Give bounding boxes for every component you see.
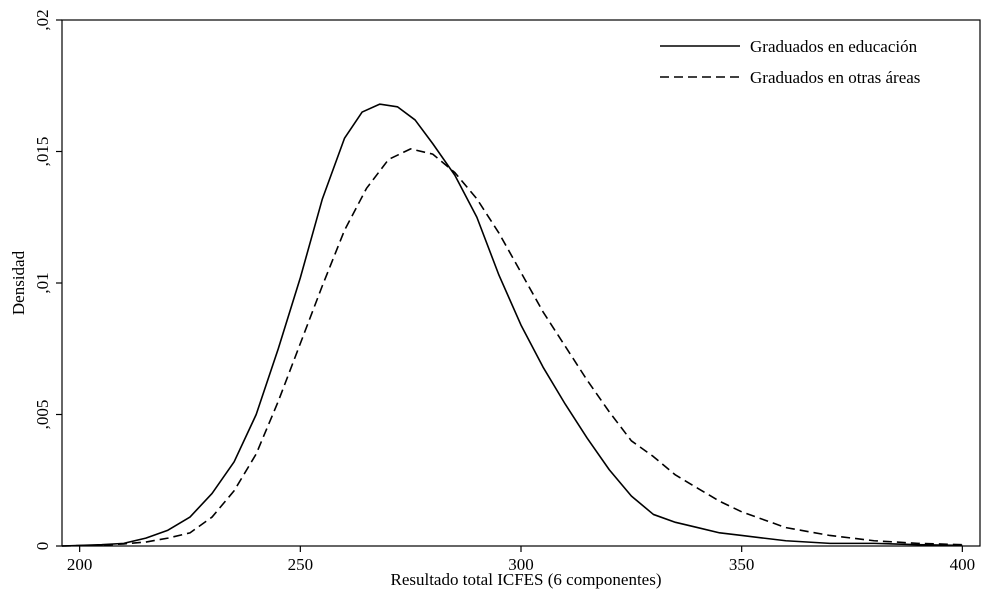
legend: Graduados en educación Graduados en otra… [660,37,920,87]
x-tick-label: 200 [67,555,93,574]
legend-label-education: Graduados en educación [750,37,918,56]
legend-label-other-areas: Graduados en otras áreas [750,68,920,87]
series-line-education [61,103,963,547]
y-tick-label: ,01 [33,272,52,293]
x-tick-label: 350 [729,555,755,574]
x-axis-ticks: 200 250 300 350 400 [67,546,975,574]
y-tick-label: 0 [33,542,52,551]
series-layer [61,103,963,547]
y-tick-label: ,015 [33,137,52,167]
y-axis-ticks: 0 ,005 ,01 ,015 ,02 [33,9,62,550]
x-tick-label: 300 [508,555,534,574]
plot-area [61,19,981,547]
x-axis-title: Resultado total ICFES (6 componentes) [390,570,661,589]
x-tick-label: 250 [288,555,314,574]
y-tick-label: ,005 [33,400,52,430]
y-axis-title: Densidad [9,250,28,315]
x-tick-label: 400 [950,555,976,574]
y-tick-label: ,02 [33,9,52,30]
series-line-other-areas [61,148,963,547]
plot-frame [61,19,981,547]
